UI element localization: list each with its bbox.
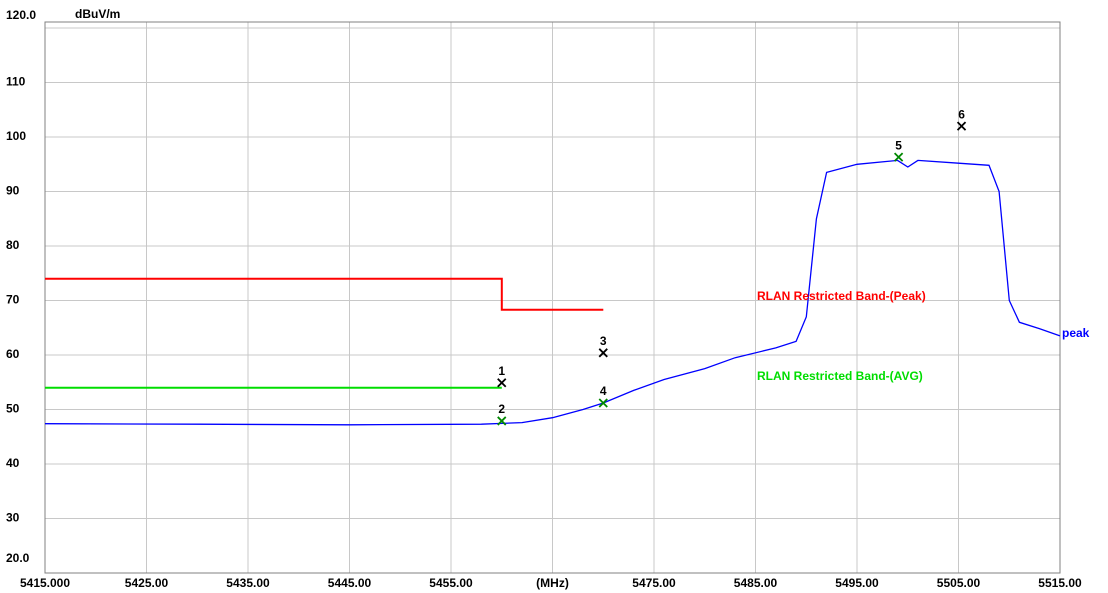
- y-tick-label: 120.0: [6, 8, 36, 22]
- series-label: RLAN Restricted Band-(Peak): [757, 289, 926, 303]
- y-tick-label: 50: [6, 402, 20, 416]
- marker: [598, 348, 608, 358]
- x-tick-label: 5425.00: [125, 576, 169, 590]
- x-tick-label: (MHz): [536, 576, 569, 590]
- marker-label: 2: [498, 402, 505, 416]
- y-tick-label: 100: [6, 129, 26, 143]
- marker-label: 3: [600, 334, 607, 348]
- series-line: [45, 277, 604, 311]
- y-tick-label: 90: [6, 184, 20, 198]
- x-tick-label: 5475.00: [632, 576, 676, 590]
- y-tick-label: 60: [6, 347, 20, 361]
- y-tick-label: 20.0: [6, 551, 30, 565]
- plot-frame: [44, 21, 1061, 574]
- marker-label: 4: [600, 384, 607, 398]
- y-tick-label: 70: [6, 293, 20, 307]
- series-label: RLAN Restricted Band-(AVG): [757, 369, 923, 383]
- x-tick-label: 5415.000: [20, 576, 70, 590]
- series-label: peak: [1062, 326, 1090, 340]
- marker-label: 6: [958, 107, 965, 121]
- x-tick-label: 5445.00: [328, 576, 372, 590]
- y-axis-label: dBuV/m: [75, 7, 120, 21]
- y-tick-label: 110: [6, 75, 26, 89]
- marker: [598, 398, 608, 408]
- marker: [497, 378, 507, 388]
- x-tick-label: 5435.00: [226, 576, 270, 590]
- marker-label: 1: [498, 364, 505, 378]
- x-tick-label: 5485.00: [734, 576, 778, 590]
- x-tick-label: 5495.00: [835, 576, 879, 590]
- y-tick-label: 80: [6, 238, 20, 252]
- y-tick-label: 40: [6, 456, 20, 470]
- marker: [497, 416, 507, 426]
- series-line: [44, 159, 1061, 426]
- x-tick-label: 5505.00: [937, 576, 981, 590]
- marker: [893, 152, 904, 162]
- y-tick-label: 30: [6, 511, 20, 525]
- x-tick-label: 5515.00: [1038, 576, 1082, 590]
- marker: [956, 121, 967, 131]
- x-tick-label: 5455.00: [429, 576, 473, 590]
- marker-label: 5: [895, 138, 902, 152]
